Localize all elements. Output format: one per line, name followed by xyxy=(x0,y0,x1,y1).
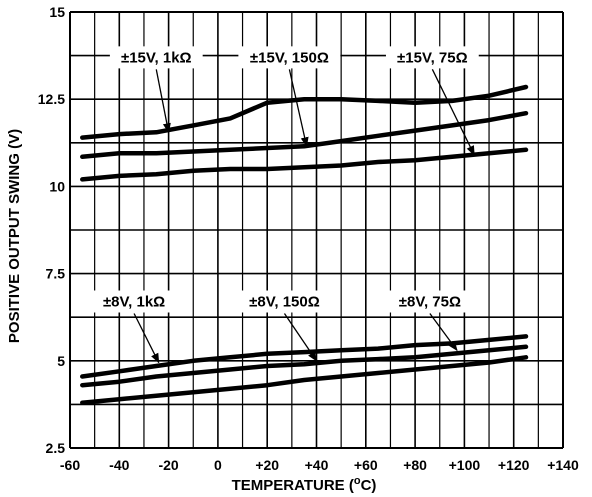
x-tick-label: +40 xyxy=(305,457,329,473)
x-tick-label: +80 xyxy=(403,457,427,473)
y-tick-label: 15 xyxy=(49,4,65,20)
annotation-arrow xyxy=(431,69,475,156)
y-tick-label: 5 xyxy=(57,353,65,369)
grid xyxy=(69,11,564,449)
series-line xyxy=(80,355,529,405)
x-tick-label: 0 xyxy=(214,457,222,473)
y-axis-title: POSITIVE OUTPUT SWING (V) xyxy=(6,129,23,343)
x-tick-label: +140 xyxy=(547,457,579,473)
annotations: ±15V, 1kΩ ±15V, 150Ω ±15V, 75Ω ±8V, 1kΩ ±8V,… xyxy=(103,49,475,364)
series-line xyxy=(80,344,529,388)
x-tick-label: +60 xyxy=(354,457,378,473)
annotation-label: ±15V, 1kΩ xyxy=(121,49,192,66)
series-line xyxy=(80,147,529,182)
annotation-label: ±8V, 150Ω xyxy=(249,294,320,311)
annotation-label: ±15V, 150Ω xyxy=(250,49,329,66)
x-tick-label: -40 xyxy=(109,457,129,473)
x-tick-label: +120 xyxy=(498,457,530,473)
annotation-arrow xyxy=(283,313,318,362)
annotation-arrow xyxy=(429,313,458,352)
annotation-arrow xyxy=(133,313,160,364)
annotation-label: ±8V, 75Ω xyxy=(399,294,461,311)
tick-labels: -60 -40 -20 0 +20 +40 +60 +80 +100 +120 +140 2.5 5 7.… xyxy=(38,4,579,473)
x-tick-label: +20 xyxy=(255,457,279,473)
y-tick-label: 12.5 xyxy=(38,91,65,107)
x-tick-label: -60 xyxy=(60,457,80,473)
x-tick-label: +100 xyxy=(449,457,481,473)
y-tick-label: 7.5 xyxy=(46,266,66,282)
x-tick-label: -20 xyxy=(158,457,178,473)
y-tick-label: 10 xyxy=(49,178,65,194)
annotation-arrow xyxy=(288,69,309,148)
x-axis-title: TEMPERATURE (oC) xyxy=(232,475,377,494)
annotation-label: ±15V, 75Ω xyxy=(397,49,468,66)
y-tick-label: 2.5 xyxy=(46,440,66,456)
annotation-arrow xyxy=(155,69,171,134)
annotation-label: ±8V, 1kΩ xyxy=(103,294,165,311)
series-line xyxy=(80,84,529,140)
